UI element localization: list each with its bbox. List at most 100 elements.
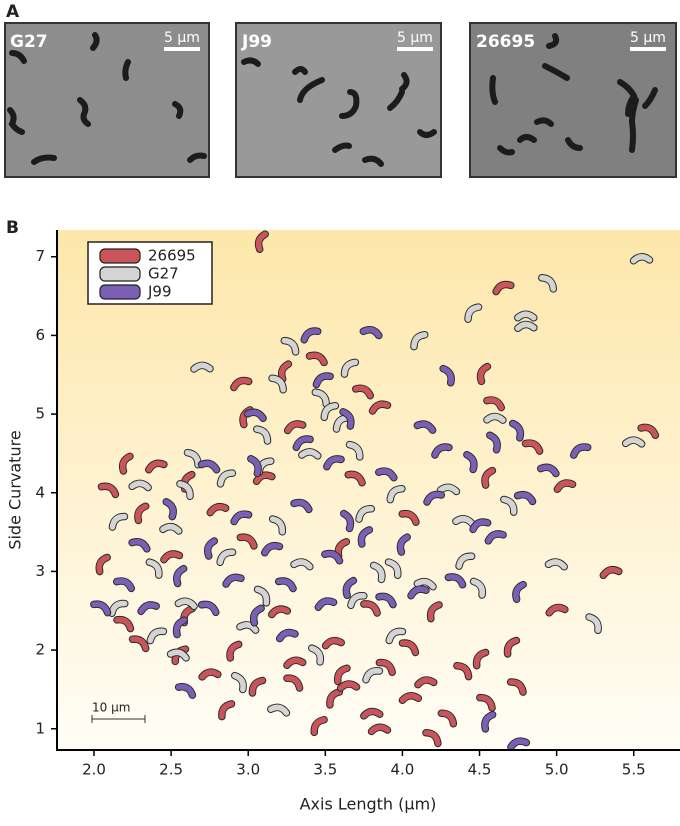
cell-point [553, 479, 577, 494]
cell-point [113, 615, 135, 633]
cell-fill [219, 701, 235, 720]
cell-fill [138, 602, 159, 615]
cell-point [398, 509, 420, 526]
cell-point [506, 678, 527, 696]
cell-point [452, 515, 476, 527]
cell-point [197, 600, 220, 617]
cell-point [222, 573, 245, 588]
cell-fill [311, 717, 327, 736]
cell-point [230, 376, 253, 392]
cell-fill [217, 470, 236, 487]
cell-point [290, 498, 313, 514]
cell-point [637, 423, 660, 439]
cell-fill [281, 337, 299, 355]
image-label: G27 [10, 32, 48, 52]
cell-point [464, 303, 483, 323]
cell-point [347, 592, 368, 610]
cell-fill [414, 421, 436, 433]
cell-point [113, 577, 136, 593]
cell-point [336, 680, 361, 692]
cell-point [252, 471, 276, 486]
cell-fill [244, 409, 266, 421]
cell-point [444, 573, 467, 589]
cell-fill [173, 617, 187, 638]
cell-fill [175, 684, 196, 698]
cell-fill [465, 304, 482, 322]
cell-point [314, 597, 338, 612]
cell-fill [269, 375, 286, 393]
cell-point [283, 674, 304, 692]
cell-point [333, 664, 351, 686]
cell-point [360, 707, 384, 720]
cell-fill [184, 449, 201, 468]
cell-fill [470, 578, 486, 598]
cell-fill [437, 484, 460, 495]
cell-fill [147, 628, 167, 644]
cell-fill [249, 677, 266, 696]
cell-point [173, 564, 188, 588]
cell-fill [399, 510, 419, 525]
x-tick-label: 3.5 [313, 761, 337, 779]
cell-point [538, 274, 558, 293]
cell-point [134, 502, 150, 525]
cell-fill [129, 539, 150, 552]
cell-point [320, 402, 340, 422]
cell-point [310, 716, 328, 737]
cell-fill [262, 542, 283, 556]
cell-fill [119, 453, 133, 474]
cell-fill [397, 534, 410, 555]
cell-fill [370, 562, 385, 583]
cell-fill [146, 559, 162, 578]
cell-fill [423, 730, 441, 747]
cell-point [359, 325, 383, 340]
cell [241, 57, 437, 167]
cell-fill [255, 231, 268, 252]
cell-fill [361, 601, 380, 616]
cell-fill [440, 365, 454, 386]
cell-point [174, 683, 197, 699]
cell-point [481, 710, 497, 733]
cell-point [375, 592, 397, 609]
cell-point [463, 450, 478, 474]
cell-point [253, 425, 272, 445]
plot-marks [90, 230, 660, 751]
cell-point [384, 558, 402, 579]
cell-point [385, 627, 407, 645]
cell-point [312, 372, 334, 389]
cell-point [407, 585, 430, 600]
cell-fill [507, 679, 526, 695]
cell-fill [268, 606, 291, 618]
cell-fill [306, 352, 327, 366]
cell-fill [369, 401, 391, 414]
cell-point [455, 552, 476, 570]
cell-point [398, 639, 420, 657]
micrograph: G27 5 µm J99 5 µm 26695 5 µm [4, 22, 677, 178]
cell-fill [368, 724, 391, 735]
legend-label: G27 [148, 265, 179, 283]
cell-fill [334, 665, 350, 685]
cell-point [308, 644, 325, 666]
cell-fill [217, 549, 236, 566]
cell-fill [199, 669, 221, 680]
cell-point [375, 467, 398, 482]
cell-point [230, 510, 253, 526]
cell-fill [254, 586, 270, 606]
cell-point [198, 668, 222, 681]
cell-fill [361, 708, 383, 719]
cell-point [275, 628, 299, 643]
cell-point [321, 549, 344, 565]
cell-fill [291, 499, 312, 513]
cell-point [507, 737, 531, 751]
y-tick-label: 3 [35, 562, 45, 580]
cell-fill [340, 409, 354, 429]
cell-fill [268, 704, 290, 716]
cell [7, 32, 207, 165]
cell-fill [191, 362, 213, 372]
cell-point [277, 360, 293, 383]
cell-fill [348, 593, 367, 609]
cell-fill [278, 361, 292, 382]
cell-fill [135, 503, 149, 524]
x-axis-title: Axis Length (µm) [300, 795, 437, 814]
cell-fill [464, 451, 477, 473]
